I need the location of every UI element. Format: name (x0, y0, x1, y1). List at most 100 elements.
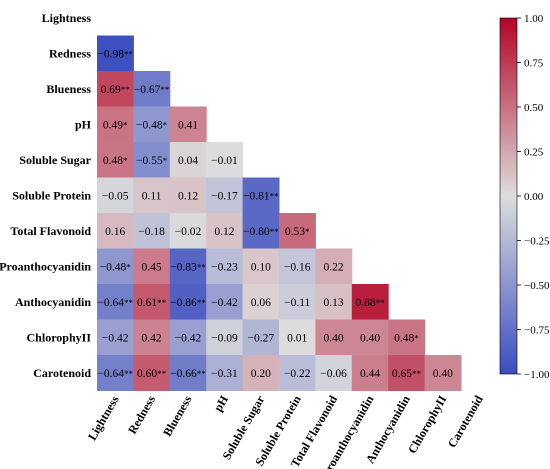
cell-rect (97, 106, 134, 143)
cell-rect (279, 355, 316, 391)
heatmap-cell: 0.48* (388, 319, 426, 356)
cell-value: 0.69** (101, 84, 131, 96)
heatmap-cell: −0.86** (169, 284, 207, 320)
cell-rect (388, 355, 426, 391)
heatmap-cell: −0.06 (315, 355, 353, 391)
cell-value: −0.01 (211, 155, 238, 167)
cell-rect (424, 355, 462, 391)
cell-rect (169, 142, 207, 178)
cell-value: −0.18 (138, 226, 165, 238)
cell-value: −0.23 (211, 261, 238, 273)
cell-value: 0.11 (142, 190, 162, 202)
heatmap-cell: 0.48* (97, 142, 134, 178)
heatmap-cell: 0.16 (97, 213, 134, 249)
cell-rect (206, 355, 244, 391)
cell-value: −0.42 (102, 332, 129, 344)
heatmap-cell: −0.22 (279, 355, 316, 391)
cell-value: −0.55* (136, 155, 168, 167)
colorbar-tick-label: 0.00 (524, 191, 544, 203)
heatmap-cell: 0.44 (351, 355, 389, 391)
cell-value: 0.20 (251, 368, 271, 380)
cell-value: −0.31 (211, 368, 238, 380)
cell-rect (133, 106, 171, 143)
cell-value: 0.22 (324, 261, 344, 273)
cell-value: 0.88** (355, 297, 385, 309)
cell-rect (169, 213, 207, 249)
cell-value: 0.06 (251, 297, 271, 309)
cell-rect (133, 71, 171, 107)
cell-value: 0.40 (360, 332, 380, 344)
cell-rect (97, 71, 134, 107)
cell-rect (388, 319, 426, 356)
heatmap-cell: 0.13 (315, 284, 353, 320)
cell-value: −0.83** (170, 261, 206, 273)
cell-value: 0.45 (142, 261, 162, 273)
row-label: Lightness (42, 11, 92, 25)
cell-rect (206, 177, 244, 214)
heatmap-cell: 0.06 (242, 284, 280, 320)
heatmap-cell: −0.18 (133, 213, 171, 249)
row-label: Soluble Sugar (19, 153, 91, 167)
colorbar-tick-label: −0.75 (524, 325, 550, 337)
cell-rect (169, 177, 207, 214)
heatmap-cell: 0.65** (388, 355, 426, 391)
heatmap-cell: −0.05 (97, 177, 134, 214)
row-labels: Lightness Redness Blueness pH Soluble Sugar S… (0, 11, 92, 380)
cell-rect (206, 142, 244, 178)
heatmap-cell: −0.66** (169, 355, 207, 391)
row-label: Soluble Protein (12, 188, 91, 202)
cell-rect (169, 284, 207, 320)
cell-rect (97, 142, 134, 178)
cell-value: 0.53* (285, 226, 310, 238)
cell-rect (169, 248, 207, 285)
cell-value: 0.01 (287, 332, 307, 344)
heatmap-cell: −0.11 (279, 284, 316, 320)
cell-value: −0.48* (100, 261, 132, 273)
cell-rect (351, 284, 389, 320)
heatmap-cell: 0.41 (169, 106, 207, 143)
cell-rect (97, 248, 134, 285)
cell-value: 0.16 (105, 226, 125, 238)
cell-rect (97, 284, 134, 320)
cell-rect (242, 213, 280, 249)
cell-rect (242, 319, 280, 356)
heatmap-cell: −0.27 (242, 319, 280, 356)
colorbar-tick-label: −1.00 (524, 369, 550, 381)
cell-rect (242, 355, 280, 391)
heatmap-cell: 0.20 (242, 355, 280, 391)
cell-value: 0.40 (433, 368, 453, 380)
cell-rect (315, 284, 353, 320)
cell-value: 0.12 (178, 190, 198, 202)
cell-value: 0.48* (103, 155, 128, 167)
row-label: ChlorophyII (27, 330, 92, 344)
cell-value: −0.42 (211, 297, 238, 309)
cell-value: 0.49* (103, 119, 128, 131)
cell-rect (315, 319, 353, 356)
row-label: Total Flavonoid (10, 224, 91, 238)
colorbar-gradient (499, 17, 518, 375)
cell-rect (97, 213, 134, 249)
heatmap-cell: −0.17 (206, 177, 244, 214)
cell-value: −0.17 (211, 190, 238, 202)
cell-value: −0.98** (97, 48, 133, 60)
colorbar: 1.00 0.75 0.50 0.25 0.00 −0.25 −0.50 −0.75 −1.00 (499, 13, 550, 381)
row-label: Proanthocyanidin (0, 259, 91, 273)
row-label: Anthocyanidin (15, 295, 91, 309)
heatmap-cell: −0.09 (206, 319, 244, 356)
cell-value: −0.09 (211, 332, 238, 344)
cell-value: −0.16 (284, 261, 311, 273)
cell-rect (351, 355, 389, 391)
heatmap-cell: 0.88** (351, 284, 389, 320)
heatmap-cell: −0.98** (97, 35, 134, 72)
heatmap-cell: −0.23 (206, 248, 244, 285)
heatmap-cell: −0.55* (133, 142, 171, 178)
heatmap-cell: −0.64** (97, 355, 134, 391)
cell-rect (242, 284, 280, 320)
heatmap-cell: −0.01 (206, 142, 244, 178)
heatmap-cell: 0.10 (242, 248, 280, 285)
heatmap-cell: −0.42 (206, 284, 244, 320)
heatmap-cell: 0.12 (169, 177, 207, 214)
row-label: Redness (49, 46, 91, 60)
cell-rect (133, 213, 171, 249)
heatmap-cell: −0.67** (133, 71, 171, 107)
